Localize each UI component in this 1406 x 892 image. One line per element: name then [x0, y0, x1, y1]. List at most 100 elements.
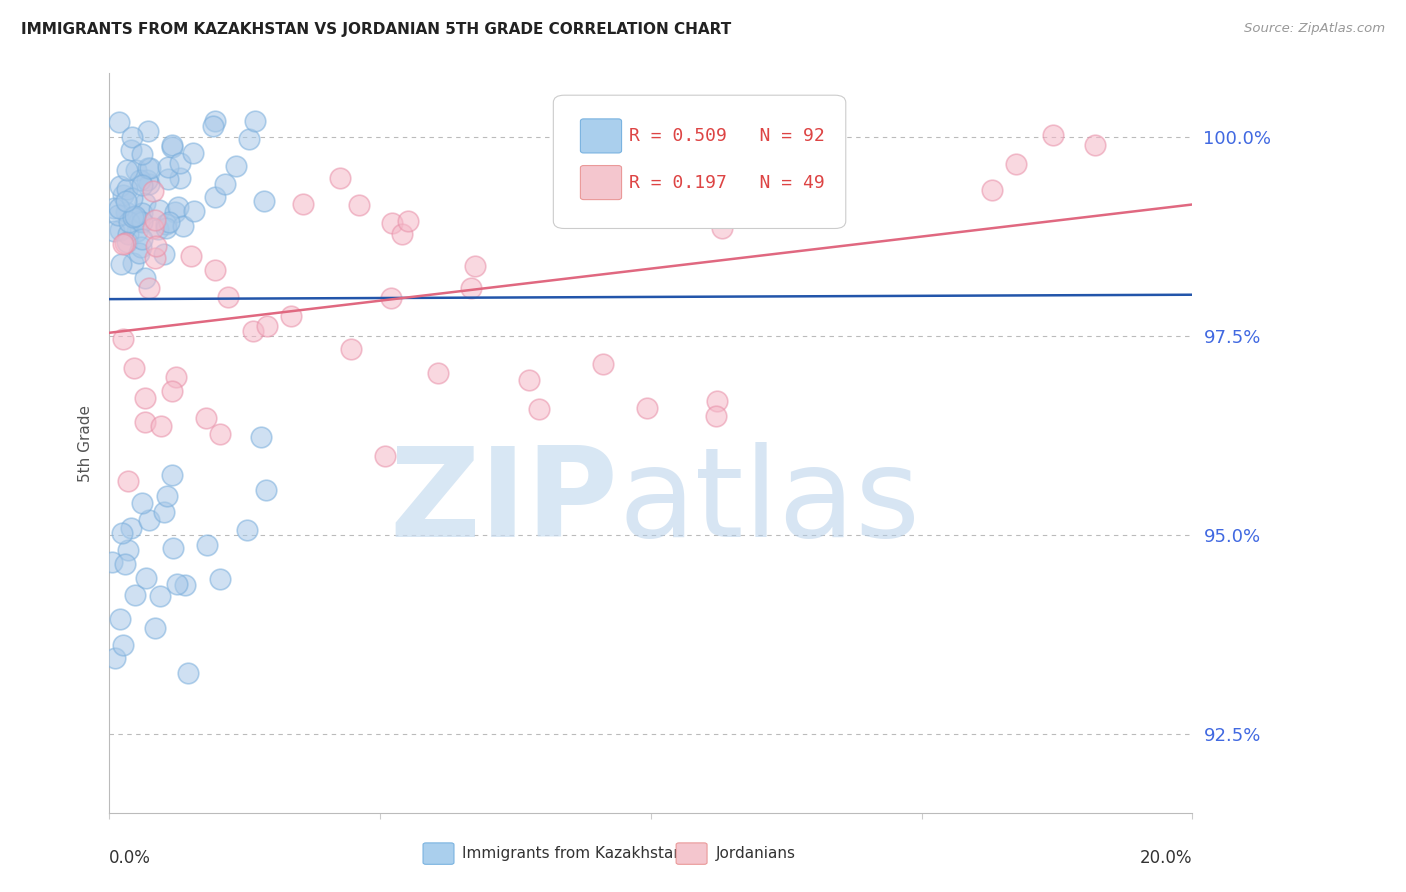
- Text: Immigrants from Kazakhstan: Immigrants from Kazakhstan: [463, 847, 683, 861]
- Point: [329, 171, 352, 186]
- Point: [131, 496, 153, 510]
- Point: [636, 401, 658, 415]
- Point: [117, 235, 139, 249]
- Point: [162, 384, 184, 398]
- Point: [111, 526, 134, 541]
- Point: [121, 129, 143, 144]
- Point: [115, 204, 138, 219]
- Point: [706, 394, 728, 409]
- Point: [256, 318, 278, 333]
- Point: [117, 474, 139, 488]
- Point: [107, 209, 129, 223]
- Point: [980, 183, 1002, 197]
- Point: [155, 489, 177, 503]
- Point: [162, 541, 184, 556]
- Point: [160, 468, 183, 483]
- Point: [195, 538, 218, 552]
- Point: [204, 113, 226, 128]
- Point: [128, 173, 150, 187]
- Point: [134, 415, 156, 429]
- Point: [169, 155, 191, 169]
- Point: [110, 257, 132, 271]
- Point: [103, 201, 125, 215]
- Point: [172, 219, 194, 234]
- Point: [160, 138, 183, 153]
- Point: [110, 179, 132, 194]
- Point: [131, 206, 153, 220]
- Point: [142, 220, 165, 235]
- Point: [202, 119, 225, 133]
- Point: [134, 195, 156, 210]
- Point: [148, 590, 170, 604]
- Text: 20.0%: 20.0%: [1140, 849, 1192, 867]
- Point: [183, 204, 205, 219]
- Text: 0.0%: 0.0%: [110, 849, 150, 867]
- Point: [208, 427, 231, 442]
- Text: atlas: atlas: [619, 442, 921, 563]
- Point: [131, 240, 153, 254]
- Point: [704, 409, 727, 423]
- Point: [209, 573, 232, 587]
- Point: [374, 450, 396, 464]
- Point: [347, 198, 370, 212]
- Point: [1004, 156, 1026, 170]
- Point: [143, 251, 166, 265]
- Point: [115, 182, 138, 196]
- Point: [124, 209, 146, 223]
- Point: [155, 221, 177, 235]
- Point: [527, 401, 550, 416]
- Point: [177, 665, 200, 680]
- Point: [157, 160, 180, 174]
- Point: [128, 246, 150, 260]
- Point: [148, 222, 170, 236]
- Point: [138, 123, 160, 137]
- Point: [122, 210, 145, 224]
- Point: [148, 202, 170, 217]
- Point: [243, 113, 266, 128]
- Point: [217, 290, 239, 304]
- Point: [128, 214, 150, 228]
- Point: [131, 146, 153, 161]
- Point: [710, 221, 733, 235]
- Point: [108, 202, 131, 216]
- Point: [517, 373, 540, 387]
- Point: [592, 357, 614, 371]
- Point: [145, 238, 167, 252]
- Point: [153, 504, 176, 518]
- Point: [163, 205, 186, 219]
- Point: [381, 216, 404, 230]
- Point: [713, 205, 735, 219]
- Point: [165, 370, 187, 384]
- Point: [138, 280, 160, 294]
- Point: [153, 247, 176, 261]
- Point: [1042, 128, 1064, 142]
- Point: [204, 190, 226, 204]
- Point: [111, 236, 134, 251]
- Point: [125, 224, 148, 238]
- Text: Jordanians: Jordanians: [716, 847, 796, 861]
- Point: [250, 430, 273, 444]
- Point: [183, 145, 205, 160]
- Point: [125, 162, 148, 177]
- Point: [427, 367, 450, 381]
- Point: [114, 557, 136, 571]
- Point: [145, 213, 167, 227]
- Point: [160, 139, 183, 153]
- Point: [238, 132, 260, 146]
- Point: [111, 639, 134, 653]
- Point: [136, 173, 159, 187]
- Point: [166, 577, 188, 591]
- Point: [150, 419, 173, 434]
- Point: [111, 187, 134, 202]
- Point: [138, 512, 160, 526]
- Point: [380, 291, 402, 305]
- Point: [131, 232, 153, 246]
- Point: [156, 172, 179, 186]
- Text: R = 0.197   N = 49: R = 0.197 N = 49: [628, 174, 825, 192]
- Point: [292, 197, 315, 211]
- Point: [1084, 137, 1107, 152]
- Point: [121, 191, 143, 205]
- Point: [134, 271, 156, 285]
- Point: [138, 177, 160, 191]
- Point: [108, 223, 131, 237]
